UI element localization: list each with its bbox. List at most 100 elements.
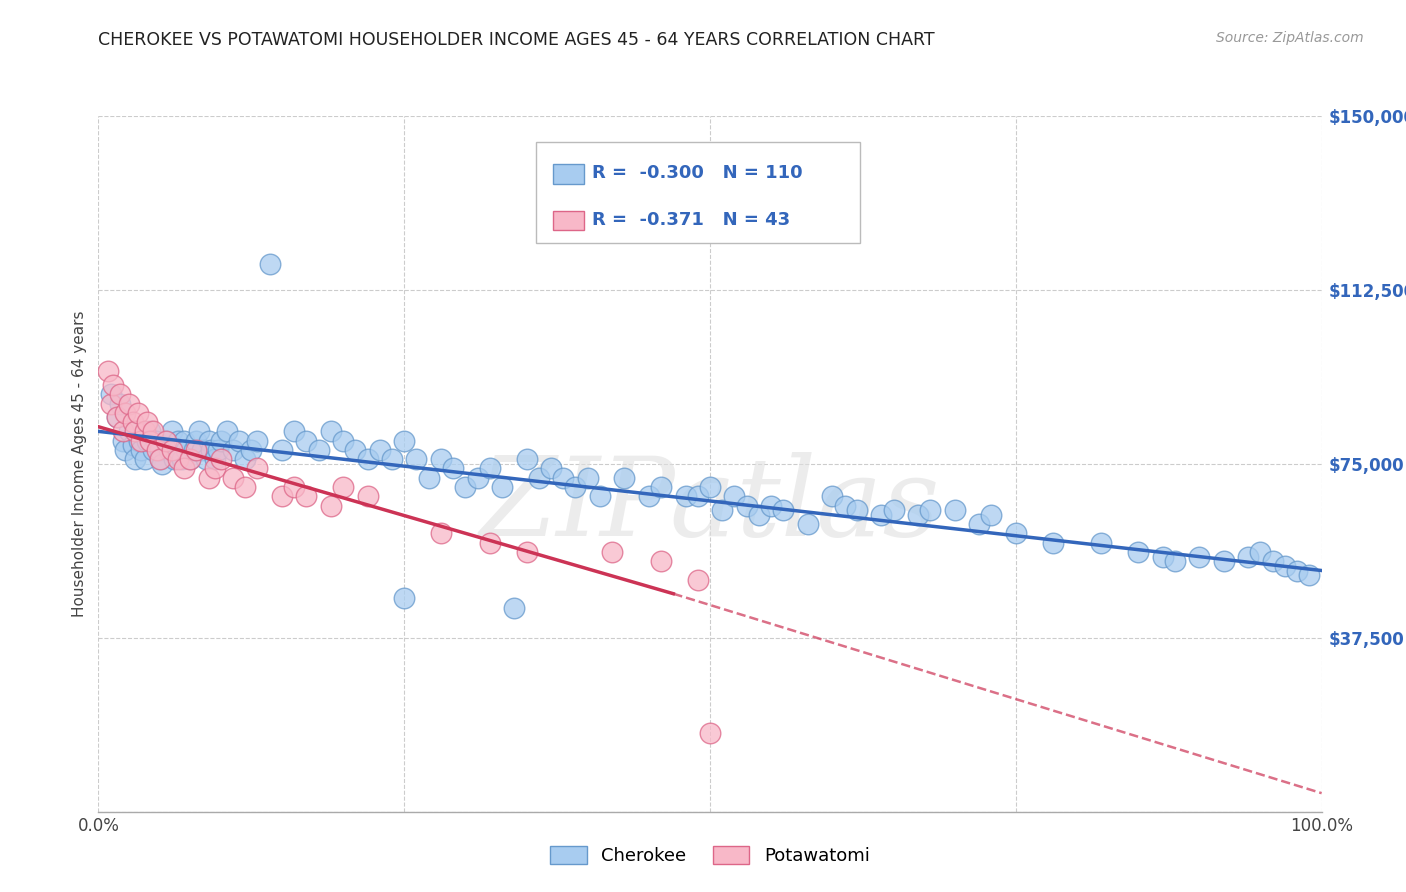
Point bbox=[233, 480, 256, 494]
Text: CHEROKEE VS POTAWATOMI HOUSEHOLDER INCOME AGES 45 - 64 YEARS CORRELATION CHART: CHEROKEE VS POTAWATOMI HOUSEHOLDER INCOM… bbox=[98, 31, 935, 49]
Point bbox=[1298, 568, 1320, 582]
Point bbox=[613, 471, 636, 485]
Point bbox=[1261, 554, 1284, 568]
Point bbox=[515, 452, 537, 467]
Point bbox=[100, 387, 122, 401]
Point bbox=[845, 503, 868, 517]
Point bbox=[270, 442, 294, 457]
Text: Source: ZipAtlas.com: Source: ZipAtlas.com bbox=[1216, 31, 1364, 45]
Point bbox=[332, 434, 354, 448]
Point bbox=[136, 415, 159, 429]
Point bbox=[240, 442, 263, 457]
Point bbox=[215, 425, 238, 439]
Point bbox=[259, 257, 281, 271]
Point bbox=[1274, 558, 1296, 573]
Point bbox=[167, 452, 190, 467]
Point bbox=[356, 489, 378, 503]
Point bbox=[139, 434, 162, 448]
Point bbox=[195, 452, 218, 467]
Point bbox=[761, 499, 783, 513]
Point bbox=[1164, 554, 1187, 568]
Point bbox=[943, 503, 966, 517]
Point bbox=[600, 545, 623, 559]
Point bbox=[114, 442, 136, 457]
Point bbox=[197, 471, 219, 485]
Point bbox=[735, 499, 758, 513]
Point bbox=[467, 471, 489, 485]
Point bbox=[430, 452, 453, 467]
Point bbox=[209, 452, 232, 467]
Point bbox=[1004, 526, 1026, 541]
Point bbox=[920, 503, 942, 517]
Point bbox=[129, 434, 152, 448]
Point bbox=[699, 480, 721, 494]
Point bbox=[491, 480, 513, 494]
Point bbox=[134, 452, 156, 467]
Point bbox=[332, 480, 354, 494]
Point bbox=[167, 434, 190, 448]
Point bbox=[515, 545, 537, 559]
Point bbox=[344, 442, 367, 457]
Point bbox=[1042, 535, 1064, 549]
Point bbox=[127, 406, 149, 420]
Point bbox=[430, 526, 453, 541]
Point bbox=[139, 425, 162, 439]
Point bbox=[319, 425, 342, 439]
Point bbox=[503, 600, 526, 615]
Point bbox=[650, 554, 672, 568]
Point bbox=[136, 434, 159, 448]
Point bbox=[186, 434, 208, 448]
Point bbox=[1152, 549, 1174, 564]
Point bbox=[142, 425, 165, 439]
Point bbox=[110, 396, 132, 410]
Point bbox=[589, 489, 612, 503]
Point bbox=[392, 434, 416, 448]
Point bbox=[454, 480, 477, 494]
Point bbox=[111, 425, 134, 439]
Point bbox=[173, 434, 195, 448]
Point bbox=[478, 461, 501, 475]
Point bbox=[711, 503, 734, 517]
Point bbox=[222, 471, 245, 485]
Point bbox=[564, 480, 586, 494]
Point bbox=[441, 461, 464, 475]
Point bbox=[149, 452, 172, 467]
Point bbox=[527, 471, 550, 485]
Legend: Cherokee, Potawatomi: Cherokee, Potawatomi bbox=[543, 838, 877, 872]
Point bbox=[155, 434, 177, 448]
Point bbox=[650, 480, 672, 494]
Point bbox=[1128, 545, 1150, 559]
Point bbox=[101, 378, 124, 392]
Point bbox=[209, 434, 232, 448]
Point bbox=[129, 442, 152, 457]
Text: ZIPatlas: ZIPatlas bbox=[479, 452, 941, 559]
Point bbox=[907, 508, 929, 522]
Point bbox=[392, 591, 416, 606]
Point bbox=[980, 508, 1002, 522]
Point bbox=[233, 452, 256, 467]
Point bbox=[118, 425, 141, 439]
Point bbox=[723, 489, 745, 503]
Point bbox=[118, 396, 141, 410]
Point bbox=[110, 387, 132, 401]
Point bbox=[295, 434, 318, 448]
Point bbox=[149, 442, 172, 457]
Point bbox=[576, 471, 599, 485]
Point bbox=[187, 425, 209, 439]
Point bbox=[821, 489, 844, 503]
Point bbox=[834, 499, 856, 513]
Point bbox=[319, 499, 342, 513]
Point bbox=[167, 442, 190, 457]
Point bbox=[160, 425, 183, 439]
Point bbox=[97, 364, 120, 378]
Point bbox=[246, 434, 269, 448]
Point bbox=[967, 517, 990, 532]
Point bbox=[883, 503, 905, 517]
Point bbox=[540, 461, 562, 475]
Point bbox=[124, 425, 146, 439]
Point bbox=[100, 396, 122, 410]
Point bbox=[197, 434, 219, 448]
Point bbox=[675, 489, 697, 503]
Point bbox=[170, 452, 193, 467]
Point bbox=[283, 425, 305, 439]
